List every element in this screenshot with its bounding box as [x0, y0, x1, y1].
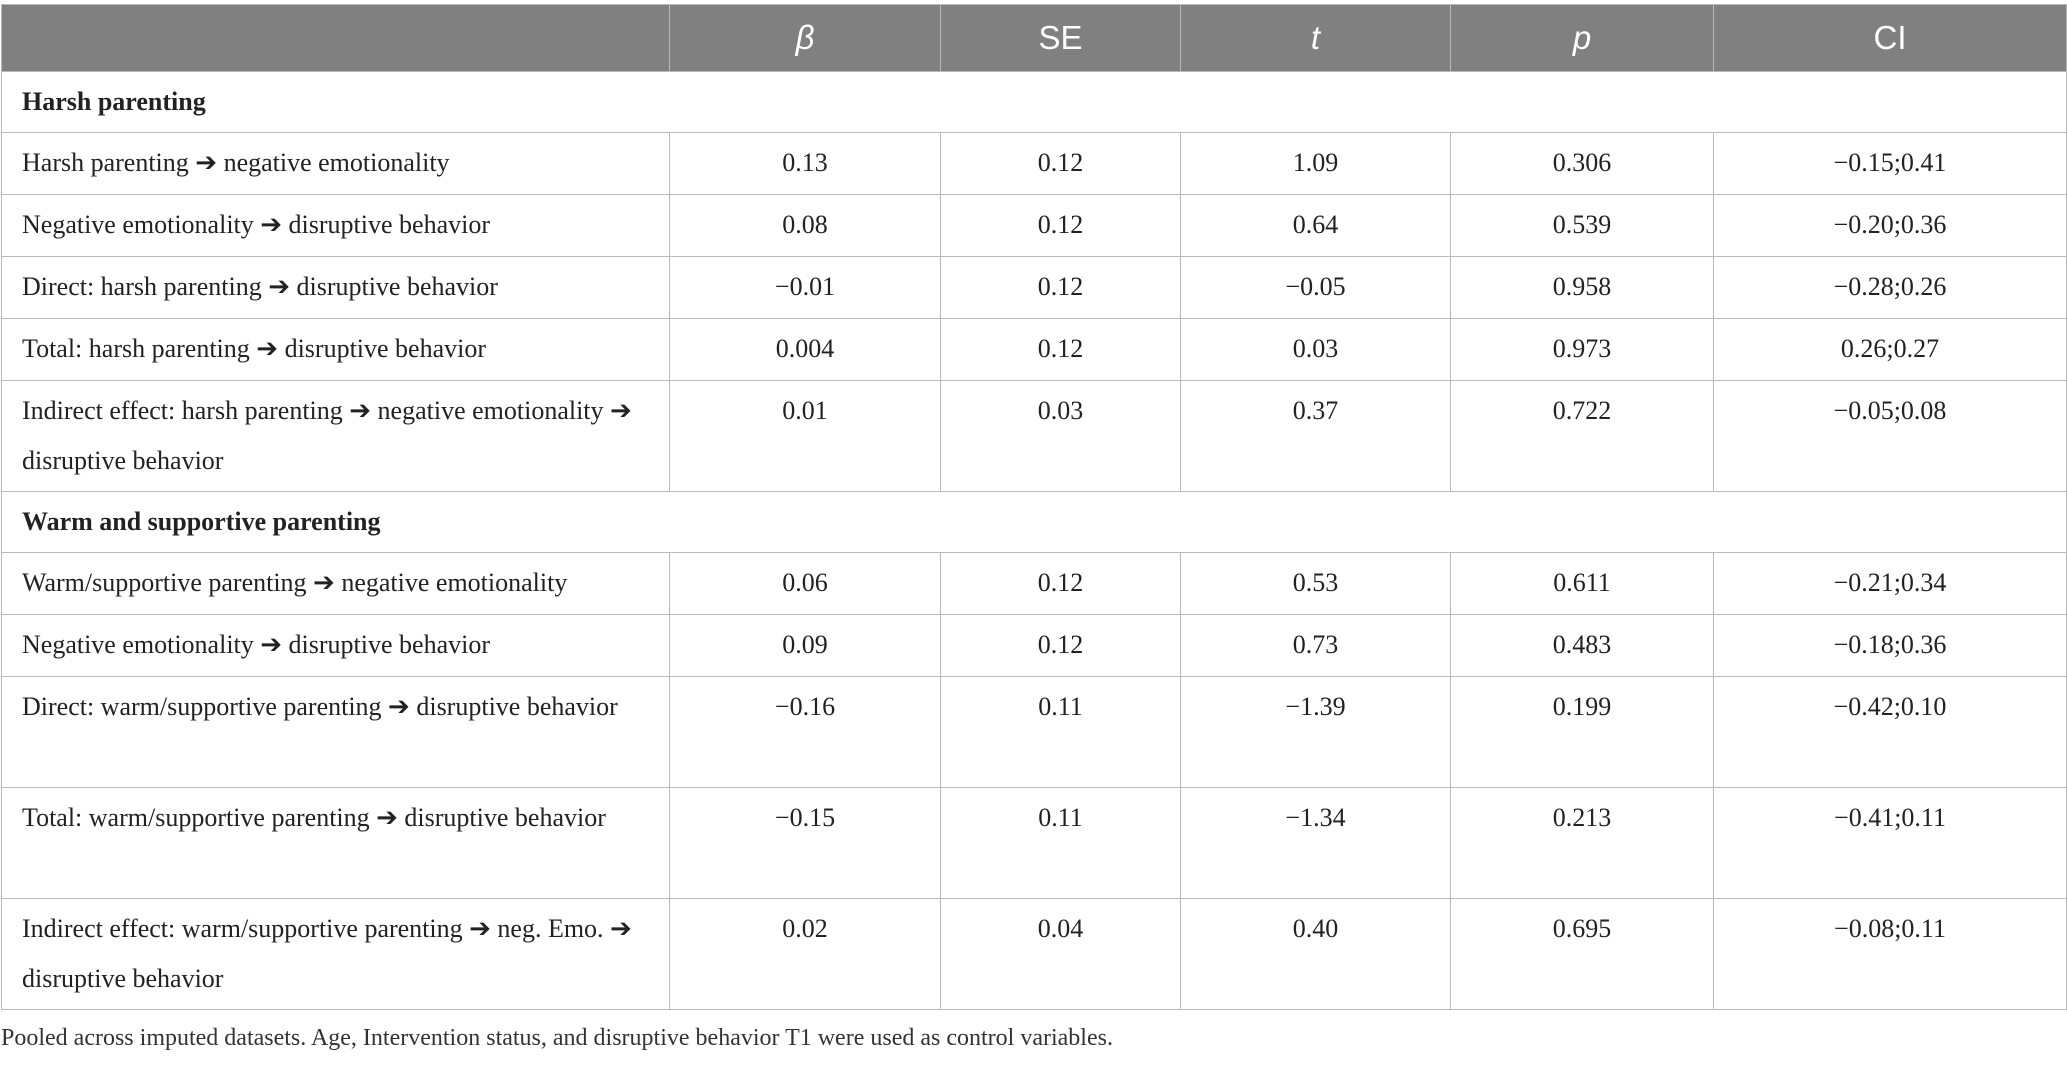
se-value: 0.12	[940, 614, 1181, 677]
header-cell-se: SE	[940, 4, 1181, 72]
p-value: 0.973	[1450, 318, 1714, 381]
header-cell-label	[1, 4, 670, 72]
ci-value: −0.20;0.36	[1713, 194, 2067, 257]
se-value: 0.04	[940, 898, 1181, 1010]
row-label: Negative emotionality ➔ disruptive behav…	[1, 614, 670, 677]
ci-value: 0.26;0.27	[1713, 318, 2067, 381]
t-value: 1.09	[1180, 132, 1451, 195]
header-cell-t: t	[1180, 4, 1451, 72]
table-row: Indirect effect: warm/supportive parenti…	[1, 898, 2067, 1010]
se-value: 0.12	[940, 194, 1181, 257]
p-value: 0.539	[1450, 194, 1714, 257]
t-value: 0.37	[1180, 380, 1451, 492]
results-table: β SE t p CI Harsh parenting Harsh parent…	[1, 4, 2067, 1010]
t-value: −0.05	[1180, 256, 1451, 319]
table-row: Direct: warm/supportive parenting ➔ disr…	[1, 676, 2067, 788]
p-value: 0.213	[1450, 787, 1714, 899]
row-label: Indirect effect: warm/supportive parenti…	[1, 898, 670, 1010]
row-label: Total: warm/supportive parenting ➔ disru…	[1, 787, 670, 899]
header-row: β SE t p CI	[1, 4, 2067, 72]
ci-value: −0.18;0.36	[1713, 614, 2067, 677]
table-body: Harsh parenting Harsh parenting ➔ negati…	[1, 71, 2067, 1010]
ci-value: −0.05;0.08	[1713, 380, 2067, 492]
header-cell-beta: β	[669, 4, 941, 72]
se-value: 0.11	[940, 676, 1181, 788]
p-value: 0.483	[1450, 614, 1714, 677]
table-row: Warm/supportive parenting ➔ negative emo…	[1, 552, 2067, 615]
table-row: Harsh parenting ➔ negative emotionality …	[1, 132, 2067, 195]
se-value: 0.12	[940, 318, 1181, 381]
table-row: Direct: harsh parenting ➔ disruptive beh…	[1, 256, 2067, 319]
p-value: 0.695	[1450, 898, 1714, 1010]
table-row: Total: harsh parenting ➔ disruptive beha…	[1, 318, 2067, 381]
t-value: 0.03	[1180, 318, 1451, 381]
row-label: Negative emotionality ➔ disruptive behav…	[1, 194, 670, 257]
t-value: −1.39	[1180, 676, 1451, 788]
beta-value: −0.16	[669, 676, 941, 788]
beta-value: 0.01	[669, 380, 941, 492]
ci-value: −0.41;0.11	[1713, 787, 2067, 899]
beta-value: −0.15	[669, 787, 941, 899]
se-value: 0.11	[940, 787, 1181, 899]
row-label: Direct: warm/supportive parenting ➔ disr…	[1, 676, 670, 788]
t-value: 0.53	[1180, 552, 1451, 615]
se-value: 0.03	[940, 380, 1181, 492]
row-label: Total: harsh parenting ➔ disruptive beha…	[1, 318, 670, 381]
beta-value: 0.08	[669, 194, 941, 257]
p-value: 0.306	[1450, 132, 1714, 195]
row-label: Warm/supportive parenting ➔ negative emo…	[1, 552, 670, 615]
p-value: 0.199	[1450, 676, 1714, 788]
header-cell-ci: CI	[1713, 4, 2067, 72]
p-value: 0.611	[1450, 552, 1714, 615]
ci-value: −0.08;0.11	[1713, 898, 2067, 1010]
t-value: 0.73	[1180, 614, 1451, 677]
beta-value: 0.004	[669, 318, 941, 381]
se-value: 0.12	[940, 552, 1181, 615]
table-row: Total: warm/supportive parenting ➔ disru…	[1, 787, 2067, 899]
t-value: 0.40	[1180, 898, 1451, 1010]
se-value: 0.12	[940, 132, 1181, 195]
table-header: β SE t p CI	[1, 4, 2067, 72]
section-row: Warm and supportive parenting	[1, 491, 2067, 553]
header-cell-p: p	[1450, 4, 1714, 72]
table-row: Indirect effect: harsh parenting ➔ negat…	[1, 380, 2067, 492]
beta-value: 0.02	[669, 898, 941, 1010]
p-value: 0.958	[1450, 256, 1714, 319]
row-label: Direct: harsh parenting ➔ disruptive beh…	[1, 256, 670, 319]
table-row: Negative emotionality ➔ disruptive behav…	[1, 194, 2067, 257]
se-value: 0.12	[940, 256, 1181, 319]
ci-value: −0.28;0.26	[1713, 256, 2067, 319]
t-value: 0.64	[1180, 194, 1451, 257]
p-value: 0.722	[1450, 380, 1714, 492]
ci-value: −0.21;0.34	[1713, 552, 2067, 615]
table-footnote: Pooled across imputed datasets. Age, Int…	[1, 1025, 1113, 1051]
t-value: −1.34	[1180, 787, 1451, 899]
beta-value: 0.09	[669, 614, 941, 677]
ci-value: −0.42;0.10	[1713, 676, 2067, 788]
beta-value: −0.01	[669, 256, 941, 319]
row-label: Harsh parenting ➔ negative emotionality	[1, 132, 670, 195]
table-container: β SE t p CI Harsh parenting Harsh parent…	[0, 4, 2067, 1010]
section-title: Warm and supportive parenting	[1, 491, 2067, 553]
row-label: Indirect effect: harsh parenting ➔ negat…	[1, 380, 670, 492]
section-title: Harsh parenting	[1, 71, 2067, 133]
section-row: Harsh parenting	[1, 71, 2067, 133]
table-row: Negative emotionality ➔ disruptive behav…	[1, 614, 2067, 677]
ci-value: −0.15;0.41	[1713, 132, 2067, 195]
beta-value: 0.06	[669, 552, 941, 615]
beta-value: 0.13	[669, 132, 941, 195]
